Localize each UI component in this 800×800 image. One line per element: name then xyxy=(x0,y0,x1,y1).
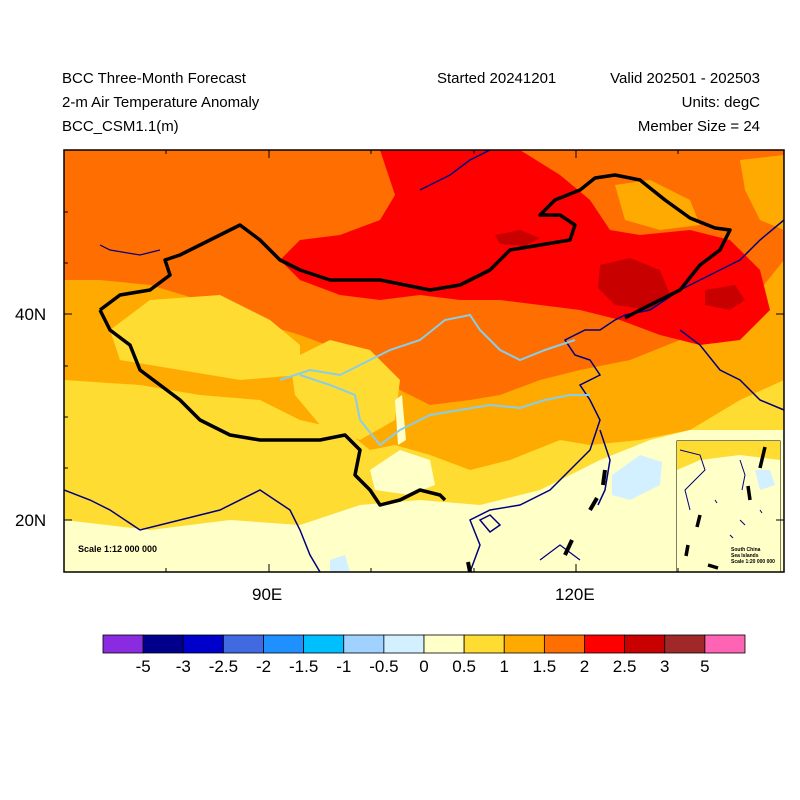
forecast-title: BCC Three-Month Forecast xyxy=(62,70,246,87)
colorbar-swatch xyxy=(423,634,465,654)
member-size: Member Size = 24 xyxy=(637,118,760,135)
colorbar-tick-label: 2.5 xyxy=(612,657,637,676)
coastline-philippines xyxy=(539,544,581,561)
colorbar-swatch xyxy=(182,634,224,654)
colorbar-tick-label: -1.5 xyxy=(288,657,319,676)
colorbar-swatch xyxy=(383,634,425,654)
colorbar-swatch xyxy=(463,634,505,654)
coastline-south-asia xyxy=(64,489,321,572)
colorbar-swatch xyxy=(263,634,305,654)
lake-baikal xyxy=(419,150,491,191)
colorbar-tick-label: -0.5 xyxy=(369,657,399,676)
colorbar-tick-label: -2.5 xyxy=(208,657,239,676)
coastline-taiwan xyxy=(597,429,611,506)
inset-title-1: South China xyxy=(731,547,761,553)
valid-period: Valid 202501 - 202503 xyxy=(610,70,760,87)
coastline-korea-japan xyxy=(679,329,784,411)
anomaly-patch-west xyxy=(110,295,300,380)
colorbar-tick-label: -2 xyxy=(255,657,272,676)
model-name: BCC_CSM1.1(m) xyxy=(62,118,179,135)
lat-label-40n: 40N xyxy=(15,305,47,324)
units-label: Units: degC xyxy=(681,94,760,111)
dash-line-3 xyxy=(466,561,472,572)
colorbar-swatch xyxy=(664,634,706,654)
anomaly-patch-yunnan xyxy=(370,450,435,495)
colorbar-swatch xyxy=(543,634,585,654)
anomaly-patch-north xyxy=(615,180,700,230)
anomaly-patch-far-north xyxy=(740,155,784,230)
colorbar xyxy=(102,634,746,654)
colorbar-tick-label: 2 xyxy=(579,657,590,676)
dash-line-4 xyxy=(601,469,607,486)
lon-label-90e: 90E xyxy=(252,585,283,604)
colorbar-tick-label: 0 xyxy=(419,657,429,676)
hainan-island xyxy=(478,514,502,534)
border-china-north xyxy=(98,173,732,320)
colorbar-swatch xyxy=(222,634,264,654)
colorbar-tick-label: 0.5 xyxy=(452,657,476,676)
anomaly-band-0-0.5 xyxy=(64,430,784,572)
anomaly-core-far-northeast xyxy=(705,285,745,310)
anomaly-patch-negative-south xyxy=(330,555,350,572)
anomaly-patch-northwest xyxy=(64,150,120,210)
axis-ticks xyxy=(64,150,784,572)
colorbar-tick-label: 1.5 xyxy=(532,657,557,676)
geography-layer xyxy=(64,150,784,572)
dash-line-2 xyxy=(563,539,574,556)
anomaly-core-northeast xyxy=(598,258,670,310)
anomaly-fill-layer xyxy=(64,150,784,572)
start-date: Started 20241201 xyxy=(437,70,557,87)
anomaly-core-mongolia xyxy=(495,230,540,246)
colorbar-swatch xyxy=(343,634,385,654)
colorbar-swatch xyxy=(303,634,345,654)
colorbar-swatch xyxy=(503,634,545,654)
colorbar-tick-label: 5 xyxy=(700,657,710,676)
colorbar-tick-label: 1 xyxy=(499,657,509,676)
colorbar-tick-label: -5 xyxy=(135,657,151,676)
colorbar-swatch xyxy=(102,634,144,654)
coastline-central-asia xyxy=(99,244,161,256)
dash-line-1 xyxy=(588,496,599,512)
colorbar-swatch xyxy=(142,634,184,654)
colorbar-tick-label: -3 xyxy=(175,657,191,676)
colorbar-swatch xyxy=(704,634,746,654)
yangtze-river xyxy=(299,374,590,447)
border-china-southwest xyxy=(98,309,447,507)
colorbar-tick-label: -1 xyxy=(336,657,352,676)
colorbar-swatch xyxy=(584,634,626,654)
lat-label-20n: 20N xyxy=(15,511,47,530)
lon-label-120e: 120E xyxy=(555,585,595,604)
inset-title-2: Sea Islands xyxy=(731,553,759,559)
variable-title: 2-m Air Temperature Anomaly xyxy=(62,94,260,111)
colorbar-swatch xyxy=(624,634,666,654)
colorbar-tick-label: 3 xyxy=(660,657,670,676)
inset-map xyxy=(676,440,781,573)
coastline-china xyxy=(469,219,784,572)
inset-scale-label: Scale 1:20 000 000 xyxy=(731,559,775,565)
map-frame xyxy=(63,149,785,573)
main-scale-label: Scale 1:12 000 000 xyxy=(78,544,158,554)
yellow-river xyxy=(279,313,576,381)
anomaly-patch-negative xyxy=(612,455,662,500)
